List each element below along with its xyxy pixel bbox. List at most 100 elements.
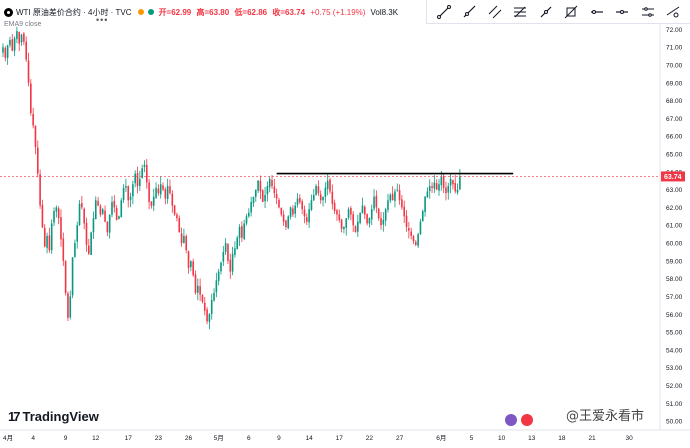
candle-body-1 — [4, 48, 7, 58]
candle-body-33 — [78, 203, 81, 225]
candle-body-131 — [305, 217, 308, 222]
author-watermark: @王爱永看市 — [566, 409, 645, 424]
candle-body-132 — [308, 209, 310, 223]
candle-body-111 — [259, 180, 262, 192]
candle-body-191 — [445, 187, 447, 194]
candle-body-88 — [206, 309, 208, 322]
y-tick-label-17: 55.00 — [666, 330, 683, 337]
horizontal-ray-tool-icon[interactable] — [589, 4, 605, 20]
candle-body-66 — [155, 187, 157, 198]
candle-body-67 — [157, 188, 160, 194]
candle-body-154 — [359, 212, 361, 223]
wti-logo-icon — [4, 7, 13, 17]
candle-body-44 — [104, 210, 106, 222]
price-axis[interactable]: 72.00 71.00 70.00 69.00 68.00 67.00 66.00 65.00… — [659, 24, 683, 430]
x-tick-label-14: 6月 — [436, 434, 446, 442]
candle-body-112 — [261, 190, 264, 203]
line-tool-icon[interactable] — [538, 4, 554, 20]
candle-body-108 — [252, 196, 255, 204]
data-status-icon — [147, 9, 154, 15]
parallel-channel-tool-icon[interactable] — [487, 4, 503, 20]
candle-body-163 — [380, 218, 382, 226]
x-tick-label-12: 22 — [366, 435, 374, 442]
y-tick-label-3: 69.00 — [666, 80, 683, 87]
earnings-icon[interactable] — [505, 414, 517, 426]
candle-body-192 — [447, 186, 450, 193]
fib-tool-icon[interactable] — [512, 4, 528, 20]
candle-body-68 — [159, 184, 162, 195]
candle-body-10 — [25, 41, 28, 60]
candle-body-106 — [248, 212, 250, 217]
candle-body-170 — [396, 189, 399, 191]
candle-body-43 — [101, 209, 104, 214]
ema-indicator-label[interactable]: EMA9 close — [4, 21, 42, 28]
candle-body-160 — [373, 196, 375, 209]
candle-body-158 — [368, 218, 371, 224]
candle-body-36 — [85, 222, 88, 245]
candle-body-69 — [162, 185, 164, 190]
low-label: 低= — [234, 7, 248, 17]
candle-body-109 — [254, 189, 257, 197]
candle-body-83 — [194, 274, 197, 293]
candle-body-98 — [229, 259, 232, 272]
candle-body-176 — [410, 231, 412, 236]
candle-body-146 — [340, 219, 343, 229]
ray-tool-icon[interactable] — [461, 4, 477, 20]
candle-body-179 — [417, 234, 419, 246]
x-tick-label-1: 4 — [31, 435, 35, 442]
symbol-title[interactable]: WTI 原油差价合约 · 4小时 · TVC — [16, 7, 132, 17]
candle-body-26 — [62, 238, 65, 261]
candle-body-5 — [13, 38, 16, 51]
more-options-icon[interactable]: ••• — [96, 15, 109, 25]
candle-body-18 — [43, 227, 46, 247]
x-tick-label-16: 10 — [498, 435, 506, 442]
x-tick-label-5: 23 — [155, 435, 163, 442]
x-tick-label-8: 6 — [247, 435, 251, 442]
candle-body-114 — [266, 186, 269, 195]
x-tick-label-15: 5 — [470, 435, 474, 442]
candle-body-9 — [23, 33, 25, 42]
candle-body-171 — [398, 190, 401, 201]
candle-body-127 — [296, 198, 299, 205]
y-tick-label-20: 52.00 — [666, 383, 683, 390]
symbol-legend[interactable]: WTI 原油差价合约 · 4小时 · TVC 开=62.99 高=63.80 低… — [4, 5, 398, 19]
price-range-tool-icon[interactable] — [640, 4, 656, 20]
y-tick-label-14: 58.00 — [666, 276, 683, 283]
volume-label: Vol — [370, 7, 382, 17]
candle-body-63 — [148, 182, 150, 203]
candle-body-142 — [331, 191, 334, 204]
candle-body-140 — [326, 180, 329, 189]
candle-body-49 — [115, 208, 118, 220]
candle-body-41 — [97, 200, 99, 206]
candle-body-149 — [347, 209, 350, 218]
extended-line-tool-icon[interactable] — [563, 4, 579, 20]
candle-body-138 — [322, 196, 324, 201]
candle-body-58 — [136, 173, 139, 187]
high-label: 高= — [196, 7, 210, 17]
candle-body-89 — [208, 314, 211, 322]
candle-body-194 — [452, 180, 454, 185]
x-tick-label-4: 17 — [125, 435, 133, 442]
tradingview-logo[interactable]: 17 TradingView — [8, 409, 99, 424]
x-tick-label-11: 17 — [336, 435, 344, 442]
candle-body-42 — [99, 206, 102, 215]
candle-body-124 — [289, 207, 292, 217]
time-axis[interactable]: 4月 4 9 12 17 23 26 5月 6 9 14 17 22 27 6月 5 10 13 18 21 30 — [0, 429, 690, 442]
candle-body-162 — [377, 208, 380, 219]
y-tick-label-22: 50.00 — [666, 419, 683, 426]
trend-line-tool-icon[interactable] — [436, 4, 452, 20]
economic-event-icon[interactable] — [521, 414, 533, 426]
candle-body-56 — [132, 184, 134, 197]
candle-body-105 — [245, 216, 248, 224]
horizontal-line-tool-icon[interactable] — [614, 4, 630, 20]
y-tick-label-18: 54.00 — [666, 347, 683, 354]
x-tick-label-10: 14 — [306, 435, 314, 442]
candle-body-16 — [39, 174, 41, 206]
candle-body-143 — [333, 202, 336, 211]
candle-body-190 — [442, 176, 445, 188]
ohlc-values: 开=62.99 高=63.80 低=62.86 收=63.74 +0.75 (+… — [159, 7, 369, 18]
candle-body-34 — [81, 203, 83, 208]
more-tools-icon[interactable] — [665, 4, 681, 20]
drawing-toolbar — [426, 0, 690, 24]
